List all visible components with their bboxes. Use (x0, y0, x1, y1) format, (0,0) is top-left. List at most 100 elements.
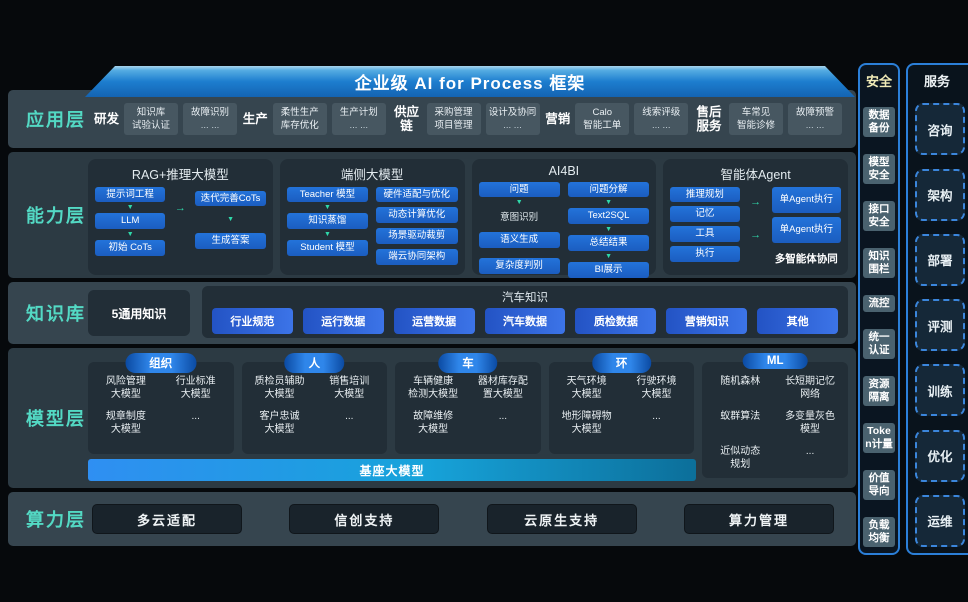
app-item-line: 项目管理 (434, 120, 473, 131)
right-arrow-icon: → (174, 201, 186, 214)
compute-item: 算力管理 (683, 504, 834, 534)
service-item: 运维 (915, 494, 965, 547)
app-item-line: Calo (592, 106, 613, 118)
app-item-box: 故障预警 ... ... (787, 102, 842, 136)
flow-node: LLM (95, 213, 166, 230)
model-item: 行业标准 大模型 (175, 376, 216, 400)
model-item: 近似动态 规划 (720, 446, 761, 470)
model-item: 蚁群算法 (720, 411, 761, 422)
security-item: 接口安全 (863, 200, 895, 231)
flow-node: 问题分解 (567, 181, 650, 198)
app-item-line: 智能工单 (583, 120, 622, 131)
title-banner: 企业级 AI for Process 框架 (85, 66, 855, 97)
app-item-box: 知识库 试验认证 (124, 102, 179, 136)
model-card-pill: 人 (284, 353, 345, 373)
model-layer-band: 模型层 组织 风险管理 大模型 行业标准 大模型 规章制度 大模型 ... 人 质检员… (8, 348, 856, 488)
app-item-line: ... ... (652, 120, 671, 131)
app-item-line: 设计及协同 (488, 106, 537, 118)
compute-items: 多云适配 信创支持 云原生支持 算力管理 (92, 504, 834, 534)
flow-node: 问题 (478, 181, 560, 198)
card-ai4bi: AI4BI 问题 ▼ 意图识别 语义生成 复杂度判别 问题分解 ▼ Text2S… (471, 158, 657, 278)
layer-label-knowledge: 知识库 (26, 304, 86, 324)
page-title: 企业级 AI for Process 框架 (354, 74, 586, 93)
flow-node: 生成答案 (195, 233, 266, 250)
security-item: 流控 (863, 294, 895, 312)
app-item-box: Calo 智能工单 (575, 102, 630, 136)
agent-executor: 单Agent执行 (771, 186, 841, 213)
model-item: 销售培训 大模型 (329, 376, 370, 400)
app-group-supply-chain: 供应链 采购管理 项目管理 设计及协同 ... ... (392, 102, 540, 136)
feature-node: 场景驱动裁剪 (376, 228, 458, 245)
compute-layer-band: 算力层 多云适配 信创支持 云原生支持 算力管理 (8, 492, 856, 546)
flow-node: 语义生成 (478, 232, 560, 249)
agent-executor: 单Agent执行 (771, 216, 841, 243)
model-item: 多变量灰色 模型 (785, 411, 836, 435)
feature-node: 端云协同架构 (376, 249, 458, 265)
app-item-box: 生产计划 ... ... (331, 102, 386, 136)
service-item: 评测 (915, 299, 965, 352)
app-item-line: 柔性生产 (280, 106, 319, 118)
application-groups: 研发 知识库 试验认证 故障识别 ... ... 生产 柔性生产 库存优化 生产… (88, 90, 848, 148)
down-arrow-icon: ▼ (126, 231, 134, 239)
app-item-line: 试验认证 (132, 120, 171, 131)
capability-layer-band: 能力层 RAG+推理大模型 提示词工程 ▼ LLM ▼ 初始 CoTs → 迭代… (8, 152, 856, 278)
app-item-box: 设计及协同 ... ... (485, 102, 540, 136)
card-title: AI4BI (548, 163, 580, 178)
security-item: Token计量 (863, 422, 895, 453)
flow-node: Student 模型 (286, 240, 369, 257)
app-group-after-sales: 售后服务 车常见 智能诊修 故障预警 ... ... (694, 102, 842, 136)
app-item-box: 故障识别 ... ... (183, 102, 238, 136)
down-arrow-icon: ▼ (605, 253, 613, 261)
flow-label: 意图识别 (500, 212, 539, 224)
model-item: 随机森林 (720, 376, 761, 387)
model-item: ... (191, 411, 200, 422)
app-group-label: 供应链 (393, 104, 419, 133)
app-item-line: 故障识别 (191, 106, 230, 118)
app-item-box: 采购管理 项目管理 (426, 102, 481, 136)
app-item-line: ... ... (805, 120, 825, 131)
app-group-rnd: 研发 知识库 试验认证 故障识别 ... ... (94, 102, 238, 136)
layer-label-compute: 算力层 (26, 510, 86, 530)
model-item: ... (805, 446, 815, 457)
feature-node: 动态计算优化 (376, 207, 458, 224)
knowledge-chip: 其他 (757, 308, 839, 334)
service-item: 架构 (915, 168, 965, 221)
capability-cards: RAG+推理大模型 提示词工程 ▼ LLM ▼ 初始 CoTs → 迭代完善Co… (88, 155, 848, 278)
automotive-knowledge-card: 汽车知识 行业规范 运行数据 运营数据 汽车数据 质检数据 营销知识 其他 (202, 286, 848, 338)
model-item: ... (652, 411, 661, 422)
model-item: 行驶环境 大模型 (636, 376, 677, 400)
model-cards: 组织 风险管理 大模型 行业标准 大模型 规章制度 大模型 ... 人 质检员辅助 大模… (88, 353, 848, 478)
security-column: 安全 数据备份 模型安全 接口安全 知识围栏 流控 统一认证 资源隔离 Toke… (858, 63, 900, 555)
app-item-box: 柔性生产 库存优化 (272, 102, 327, 136)
knowledge-layer-band: 知识库 5通用知识 汽车知识 行业规范 运行数据 运营数据 汽车数据 质检数据 … (8, 282, 856, 344)
layer-label-application: 应用层 (26, 110, 86, 130)
down-arrow-icon: ▼ (227, 216, 235, 224)
model-item: 故障维修 大模型 (413, 411, 454, 435)
flow-node: 总结结果 (567, 235, 650, 252)
model-item: 天气环境 大模型 (566, 376, 607, 400)
agent-component: 执行 (670, 246, 740, 262)
agent-component: 记忆 (670, 206, 740, 223)
down-arrow-icon: ▼ (605, 199, 613, 207)
service-item: 训练 (915, 364, 965, 417)
service-column-title: 服务 (924, 74, 951, 89)
security-item: 数据备份 (863, 106, 895, 137)
down-arrow-icon: ▼ (323, 231, 331, 239)
model-card-pill: 车 (438, 353, 498, 373)
model-item: 风险管理 大模型 (105, 376, 146, 400)
model-card-pill: 组织 (125, 353, 197, 373)
knowledge-chip: 行业规范 (212, 308, 293, 334)
model-card-pill: ML (742, 353, 808, 369)
model-item: 客户忠诚 大模型 (259, 411, 300, 435)
right-arrow-icon: → (750, 195, 762, 208)
model-item: 长短期记忆 网络 (785, 376, 836, 400)
model-item: ... (498, 411, 508, 422)
multi-agent-caption: 多智能体协同 (774, 252, 838, 265)
service-item: 部署 (915, 233, 965, 286)
knowledge-chips: 行业规范 运行数据 运营数据 汽车数据 质检数据 营销知识 其他 (212, 308, 839, 334)
card-title: 智能体Agent (720, 167, 791, 182)
compute-item: 多云适配 (92, 504, 242, 534)
model-item: 规章制度 大模型 (105, 411, 146, 435)
security-item: 模型安全 (863, 153, 895, 184)
security-item: 知识围栏 (863, 247, 895, 278)
